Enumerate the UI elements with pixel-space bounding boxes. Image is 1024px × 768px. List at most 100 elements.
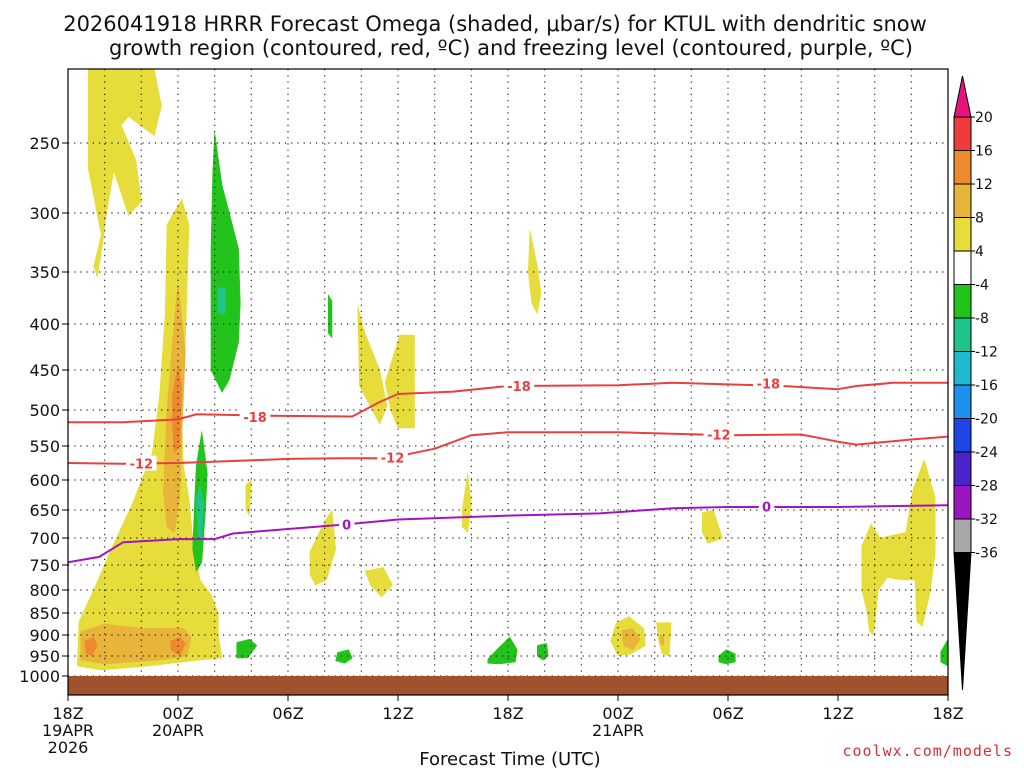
contour-label-bg <box>126 455 157 471</box>
contour-label-bg <box>503 378 535 393</box>
y-tick-label-600: 600 <box>29 471 60 490</box>
x-tick-label-06Z: 06Z <box>712 704 743 723</box>
colorbar-label-8: 8 <box>975 211 984 227</box>
contour-label--12: -12 <box>707 428 731 443</box>
omega-region-1 <box>93 212 107 278</box>
omega-region-16 <box>309 509 337 586</box>
y-tick-label-1000: 1000 <box>19 667 60 686</box>
omega-region-6 <box>84 636 98 657</box>
x-tick-label-12Z: 12Z <box>822 704 853 723</box>
ground-surface <box>68 676 948 695</box>
site-credit: coolwx.com/models <box>842 742 1013 760</box>
x-tick-label-18Z: 18Z <box>932 704 963 723</box>
omega-colorbar: 20 16 12 8 4 -4 -8 -12 -16 -20 -24 -28 -32 -36 <box>953 75 998 691</box>
y-tick-label-350: 350 <box>29 263 60 282</box>
contour-label-bg <box>753 375 784 391</box>
chart-title-line-2: growth region (contoured, red, ºC) and f… <box>109 36 913 60</box>
colorbar-bin <box>953 518 972 553</box>
y-tick-label-550: 550 <box>29 437 60 456</box>
contour-label--18: -18 <box>507 380 531 395</box>
x-tick-label-00Z: 00Z <box>162 704 193 723</box>
colorbar-label--12: -12 <box>975 345 998 361</box>
y-tick-label-250: 250 <box>29 134 60 153</box>
x-tick-label-19APR: 19APR <box>42 721 94 740</box>
contour-label-bg <box>758 498 775 514</box>
y-tick-label-800: 800 <box>29 581 60 600</box>
contour-label-0: 0 <box>762 500 771 515</box>
colorbar-label-16: 16 <box>975 144 993 160</box>
contour-label-0: 0 <box>342 519 351 534</box>
colorbar-bin <box>953 451 972 486</box>
colorbar-bin <box>953 217 972 252</box>
y-tick-label-500: 500 <box>29 401 60 420</box>
x-tick-label-18Z: 18Z <box>492 704 523 723</box>
contour-label-bg <box>377 449 408 465</box>
y-tick-label-650: 650 <box>29 501 60 520</box>
colorbar-label--24: -24 <box>975 445 998 461</box>
plot-area: -18 -18 -18 -12 -12 -12 0 0 <box>68 69 948 695</box>
x-tick-label-06Z: 06Z <box>272 704 303 723</box>
colorbar-bin <box>953 284 972 319</box>
colorbar-bin <box>953 384 972 419</box>
x-tick-label-20APR: 20APR <box>152 721 204 740</box>
colorbar-label--32: -32 <box>975 512 998 528</box>
colorbar-bin <box>953 418 972 453</box>
dotted-grid <box>68 69 948 695</box>
contour-label--18: -18 <box>757 378 781 393</box>
y-tick-label-450: 450 <box>29 361 60 380</box>
colorbar-label--4: -4 <box>975 278 989 294</box>
colorbar-label--36: -36 <box>975 546 998 562</box>
colorbar-label-4: 4 <box>975 244 984 260</box>
colorbar-bin <box>953 485 972 520</box>
omega-region-11 <box>196 485 204 539</box>
omega-region-31 <box>940 638 948 667</box>
x-tick-label-00Z: 00Z <box>602 704 633 723</box>
omega-region-28 <box>487 636 518 665</box>
omega-region-29 <box>536 643 549 661</box>
omega-region-17 <box>364 567 393 598</box>
colorbar-label-20: 20 <box>975 110 993 126</box>
pressure-axis: 250 300 350 400 450 500 550 600 650 700 750 800 850 9… <box>19 134 68 686</box>
contour-label--12: -12 <box>130 458 154 473</box>
colorbar-bin <box>953 183 972 218</box>
colorbar-bin <box>953 150 972 185</box>
omega-region-20 <box>701 509 723 544</box>
contour-line--18 <box>68 381 948 424</box>
colorbar-bottom-arrow <box>953 552 972 691</box>
omega-region-2 <box>76 198 223 671</box>
x-tick-label-18Z: 18Z <box>52 704 83 723</box>
omega-region-22 <box>621 628 641 651</box>
omega-region-13 <box>327 294 333 339</box>
y-tick-label-750: 750 <box>29 556 60 575</box>
omega-region-27 <box>335 649 353 664</box>
x-tick-label-2026: 2026 <box>48 738 89 757</box>
omega-region-30 <box>718 649 736 665</box>
contour-label-bg <box>338 516 355 532</box>
omega-region-8 <box>210 132 241 393</box>
omega-region-12 <box>245 479 252 516</box>
y-tick-label-700: 700 <box>29 529 60 548</box>
omega-region-24 <box>659 634 665 646</box>
colorbar-label--20: -20 <box>975 412 998 428</box>
omega-region-19 <box>527 230 542 314</box>
omega-region-14 <box>357 305 388 425</box>
colorbar-label--28: -28 <box>975 479 998 495</box>
contour-label-bg <box>703 426 735 442</box>
y-tick-label-400: 400 <box>29 315 60 334</box>
contour-label--12: -12 <box>381 452 405 467</box>
omega-region-26 <box>236 638 258 659</box>
omega-region-25 <box>861 459 936 636</box>
colorbar-bin <box>953 116 972 151</box>
temperature-contours: -18 -18 -18 -12 -12 -12 0 0 <box>68 375 948 564</box>
colorbar-bin <box>953 351 972 386</box>
chart-title-line-1: 2026041918 HRRR Forecast Omega (shaded, … <box>63 12 927 36</box>
colorbar-top-arrow <box>953 75 972 118</box>
omega-shading <box>76 69 948 671</box>
y-tick-label-850: 850 <box>29 604 60 623</box>
y-tick-label-300: 300 <box>29 204 60 223</box>
colorbar-bin <box>953 317 972 352</box>
colorbar-label--8: -8 <box>975 311 989 327</box>
contour-label-bg <box>239 409 271 425</box>
